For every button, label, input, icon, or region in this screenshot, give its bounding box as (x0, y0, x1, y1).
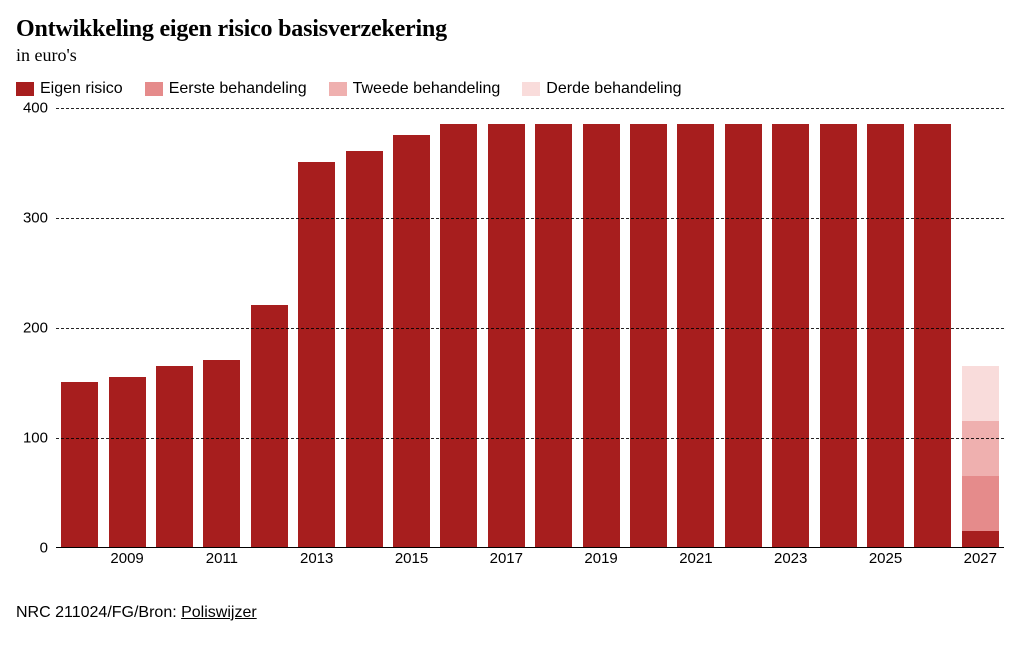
bar-column (583, 124, 620, 548)
legend-item: Derde behandeling (522, 80, 681, 98)
legend: Eigen risico Eerste behandeling Tweede beh… (16, 80, 1004, 98)
y-tick-label: 200 (12, 320, 48, 337)
bar-column (772, 124, 809, 548)
bar-segment (393, 135, 430, 548)
bar-segment (488, 124, 525, 548)
bar-segment (725, 124, 762, 548)
chart-area: 0100200300400 20092011201320152017201920… (16, 108, 1004, 568)
legend-swatch (16, 82, 34, 96)
bar-column (440, 124, 477, 548)
bar-segment (109, 377, 146, 548)
bar-segment (962, 476, 999, 531)
x-tick-label: 2011 (206, 550, 238, 567)
x-tick-label: 2021 (679, 550, 712, 567)
bar-segment (962, 366, 999, 421)
bar-segment (61, 382, 98, 547)
x-tick-label: 2023 (774, 550, 807, 567)
y-tick-label: 400 (12, 100, 48, 117)
x-axis: 2009 2011 2013 2015 2017 2019 2021 2023 2025 2027 (56, 548, 1004, 570)
x-tick-label: 2027 (964, 550, 997, 567)
x-tick-label: 2019 (584, 550, 617, 567)
gridline (56, 328, 1004, 329)
bar-segment (914, 124, 951, 548)
bar-segment (962, 421, 999, 476)
bar-column (61, 382, 98, 547)
source-prefix: NRC 211024/FG/Bron: (16, 604, 181, 621)
bar-column (677, 124, 714, 548)
bar-segment (630, 124, 667, 548)
bar-segment (440, 124, 477, 548)
gridline (56, 218, 1004, 219)
source-link[interactable]: Poliswijzer (181, 604, 257, 621)
bar-segment (820, 124, 857, 548)
x-tick-label: 2013 (300, 550, 333, 567)
y-tick-label: 300 (12, 210, 48, 227)
bar-segment (962, 531, 999, 548)
y-tick-label: 0 (12, 540, 48, 557)
x-tick-label: 2009 (110, 550, 143, 567)
bar-column (156, 366, 193, 548)
bar-column (867, 124, 904, 548)
bar-segment (583, 124, 620, 548)
chart-title: Ontwikkeling eigen risico basisverzekeri… (16, 16, 1004, 43)
gridline (56, 438, 1004, 439)
bar-column (914, 124, 951, 548)
x-tick-label: 2015 (395, 550, 428, 567)
y-tick-label: 100 (12, 430, 48, 447)
bar-column (488, 124, 525, 548)
source-line: NRC 211024/FG/Bron: Poliswijzer (16, 604, 1004, 622)
legend-swatch (522, 82, 540, 96)
legend-label: Eerste behandeling (169, 80, 307, 98)
bar-segment (156, 366, 193, 548)
bar-column (820, 124, 857, 548)
bar-segment (346, 151, 383, 547)
legend-label: Tweede behandeling (353, 80, 501, 98)
legend-swatch (145, 82, 163, 96)
legend-label: Eigen risico (40, 80, 123, 98)
bar-column (725, 124, 762, 548)
bar-column (393, 135, 430, 548)
legend-item: Eerste behandeling (145, 80, 307, 98)
legend-item: Eigen risico (16, 80, 123, 98)
bar-segment (867, 124, 904, 548)
bar-column (346, 151, 383, 547)
legend-swatch (329, 82, 347, 96)
bar-segment (772, 124, 809, 548)
bar-column (962, 366, 999, 548)
gridline (56, 108, 1004, 109)
bar-segment (203, 360, 240, 547)
y-axis: 0100200300400 (16, 108, 52, 548)
x-tick-label: 2025 (869, 550, 902, 567)
bar-segment (677, 124, 714, 548)
bar-column (535, 124, 572, 548)
bar-column (298, 162, 335, 547)
bar-column (251, 305, 288, 547)
legend-label: Derde behandeling (546, 80, 681, 98)
bar-column (203, 360, 240, 547)
plot-area (56, 108, 1004, 548)
bar-segment (251, 305, 288, 547)
x-tick-label: 2017 (490, 550, 523, 567)
bar-segment (298, 162, 335, 547)
bar-column (630, 124, 667, 548)
chart-subtitle: in euro's (16, 45, 1004, 66)
legend-item: Tweede behandeling (329, 80, 501, 98)
bar-column (109, 377, 146, 548)
bar-segment (535, 124, 572, 548)
